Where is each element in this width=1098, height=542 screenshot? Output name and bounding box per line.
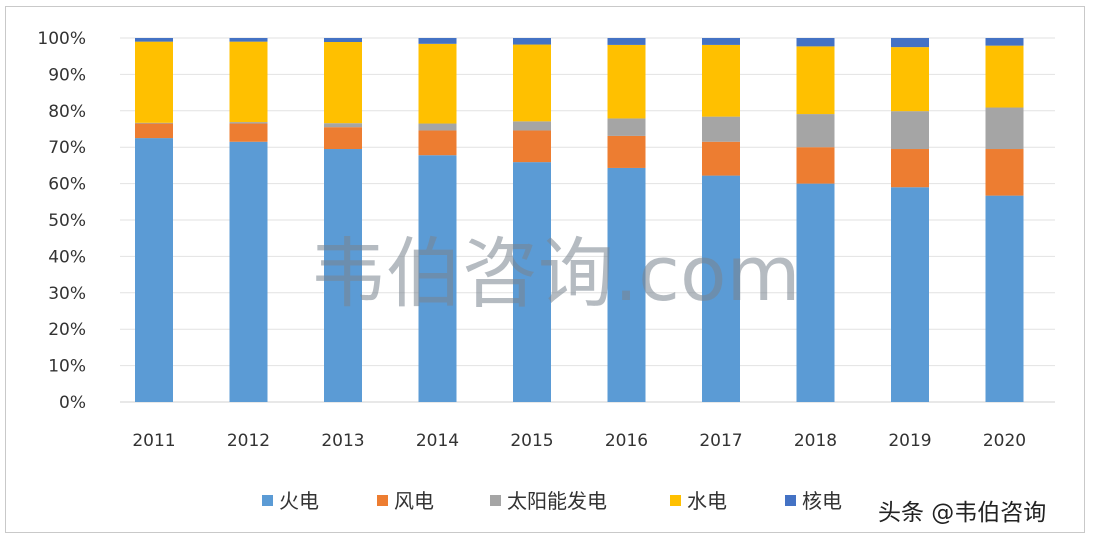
legend: 火电 风电 太阳能发电 水电 核电: [262, 489, 842, 513]
bar-segment-2020-核电: [985, 38, 1024, 46]
legend-label: 风电: [394, 489, 434, 513]
y-tick-label: 30%: [48, 284, 86, 304]
bar-segment-2018-核电: [796, 38, 835, 47]
bar-segment-2015-火电: [513, 162, 551, 402]
bar-segment-2016-火电: [607, 167, 646, 402]
bar-segment-2011-太阳能发电: [135, 122, 173, 124]
bar-segment-2015-太阳能发电: [513, 121, 551, 131]
bar-segment-2011-火电: [135, 138, 173, 402]
bar-segment-2014-核电: [418, 38, 457, 44]
bar-segment-2020-太阳能发电: [985, 107, 1024, 150]
bar-segment-2016-风电: [607, 135, 646, 168]
y-tick-label: 100%: [37, 29, 86, 49]
y-tick-label: 80%: [48, 102, 86, 122]
bar-segment-2019-核电: [891, 38, 929, 48]
bar-segment-2011-风电: [135, 123, 173, 139]
bar-segment-2014-太阳能发电: [418, 123, 457, 131]
bar-segment-2017-太阳能发电: [702, 116, 740, 142]
bar-segment-2016-水电: [607, 44, 646, 119]
bar-segment-2019-风电: [891, 149, 929, 188]
x-tick-label: 2017: [699, 431, 742, 451]
bar-segment-2015-风电: [513, 130, 551, 163]
bar-segment-2011-核电: [135, 38, 173, 42]
x-tick-label: 2011: [132, 431, 175, 451]
bar-segment-2019-太阳能发电: [891, 111, 929, 150]
y-tick-label: 50%: [48, 211, 86, 231]
bar-segment-2012-火电: [229, 141, 268, 403]
bar-segment-2012-太阳能发电: [229, 122, 268, 124]
watermark: 韦伯咨询.com: [310, 229, 800, 318]
legend-swatch: [377, 495, 388, 506]
bar-segment-2017-火电: [702, 175, 740, 402]
x-tick-label: 2020: [983, 431, 1026, 451]
bar-segment-2013-水电: [324, 42, 362, 124]
source-tag: 头条 @韦伯咨询: [878, 500, 1046, 526]
legend-swatch: [785, 495, 796, 506]
bar-segment-2017-风电: [702, 141, 740, 176]
bar-segment-2015-核电: [513, 38, 551, 45]
bar-segment-2013-火电: [324, 149, 362, 402]
bar-segment-2020-水电: [985, 45, 1024, 108]
bar-segment-2013-太阳能发电: [324, 123, 362, 128]
bar-segment-2020-火电: [985, 195, 1024, 402]
legend-label: 太阳能发电: [507, 489, 607, 513]
legend-label: 水电: [687, 489, 727, 513]
bar-segment-2018-风电: [796, 147, 835, 184]
legend-swatch: [670, 495, 681, 506]
bar-segment-2016-核电: [607, 38, 646, 45]
x-tick-label: 2018: [794, 431, 837, 451]
y-tick-label: 20%: [48, 320, 86, 340]
y-tick-label: 10%: [48, 357, 86, 377]
x-tick-label: 2016: [605, 431, 648, 451]
bar-segment-2014-水电: [418, 43, 457, 124]
x-tick-label: 2014: [416, 431, 459, 451]
bar-segment-2018-火电: [796, 183, 835, 402]
x-axis-ticks: 2011 2012 2013 2014 2015 2016 2017 2018 2019 2020: [132, 431, 1026, 451]
bar-segment-2017-水电: [702, 44, 740, 117]
x-tick-label: 2015: [510, 431, 553, 451]
y-tick-label: 70%: [48, 138, 86, 158]
bar-segment-2014-火电: [418, 155, 457, 402]
bar-segment-2012-核电: [229, 38, 268, 42]
y-tick-label: 60%: [48, 175, 86, 195]
legend-label: 核电: [802, 489, 842, 513]
bar-segment-2016-太阳能发电: [607, 118, 646, 136]
y-tick-label: 40%: [48, 247, 86, 267]
bar-segment-2020-风电: [985, 149, 1024, 196]
x-tick-label: 2013: [321, 431, 364, 451]
legend-label: 火电: [279, 489, 319, 513]
y-tick-label: 0%: [59, 393, 86, 413]
bar-segment-2011-水电: [135, 41, 173, 123]
legend-swatch: [490, 495, 501, 506]
bar-segment-2013-风电: [324, 127, 362, 150]
bar-segment-2012-风电: [229, 123, 268, 142]
x-tick-label: 2012: [227, 431, 270, 451]
y-tick-label: 90%: [48, 65, 86, 85]
bar-segment-2019-火电: [891, 187, 929, 402]
bar-segment-2018-太阳能发电: [796, 114, 835, 148]
bar-segment-2014-风电: [418, 130, 457, 156]
bar-segment-2012-水电: [229, 41, 268, 123]
bar-segment-2015-水电: [513, 44, 551, 122]
bar-segment-2017-核电: [702, 38, 740, 45]
x-tick-label: 2019: [888, 431, 931, 451]
legend-swatch: [262, 495, 273, 506]
bar-segment-2018-水电: [796, 46, 835, 115]
bar-segment-2019-水电: [891, 47, 929, 112]
bars: [135, 38, 1024, 403]
y-axis-ticks: 0% 10% 20% 30% 40% 50% 60% 70% 80% 90% 100%: [37, 29, 86, 413]
bar-segment-2013-核电: [324, 38, 362, 43]
